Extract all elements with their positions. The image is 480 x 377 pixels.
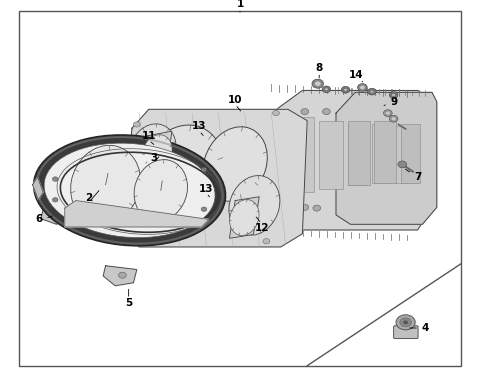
- Circle shape: [133, 122, 140, 127]
- Circle shape: [121, 227, 128, 233]
- Text: 10: 10: [228, 95, 242, 105]
- Bar: [348, 121, 370, 185]
- Circle shape: [201, 167, 207, 172]
- Bar: [348, 124, 367, 185]
- Ellipse shape: [140, 125, 223, 222]
- Circle shape: [324, 88, 328, 91]
- Bar: [286, 117, 314, 192]
- Circle shape: [315, 81, 321, 86]
- Ellipse shape: [34, 135, 226, 246]
- Text: 13: 13: [199, 184, 214, 193]
- Text: 5: 5: [125, 299, 132, 308]
- Circle shape: [392, 117, 396, 120]
- Text: 6: 6: [36, 214, 43, 224]
- Circle shape: [323, 109, 330, 115]
- Text: 2: 2: [85, 193, 93, 203]
- Text: 13: 13: [192, 121, 206, 131]
- Ellipse shape: [71, 146, 141, 224]
- Bar: [401, 124, 420, 183]
- Polygon shape: [122, 109, 307, 247]
- Circle shape: [398, 161, 407, 168]
- Circle shape: [119, 272, 126, 278]
- Circle shape: [392, 93, 396, 97]
- Circle shape: [386, 112, 390, 115]
- Bar: [394, 126, 413, 183]
- Polygon shape: [103, 266, 137, 286]
- Circle shape: [52, 177, 58, 181]
- Polygon shape: [336, 92, 437, 224]
- Circle shape: [396, 315, 415, 330]
- Circle shape: [301, 109, 309, 115]
- Polygon shape: [269, 90, 430, 230]
- Circle shape: [384, 110, 392, 116]
- Text: 1: 1: [236, 0, 244, 9]
- Circle shape: [400, 318, 411, 327]
- Circle shape: [312, 79, 324, 88]
- Circle shape: [301, 204, 309, 210]
- Circle shape: [263, 239, 270, 244]
- Circle shape: [52, 198, 58, 202]
- Circle shape: [370, 90, 374, 93]
- Text: 7: 7: [414, 172, 421, 182]
- Ellipse shape: [229, 176, 280, 235]
- Polygon shape: [143, 131, 172, 172]
- Circle shape: [284, 110, 292, 116]
- Polygon shape: [229, 197, 259, 238]
- Text: 14: 14: [349, 70, 363, 80]
- Ellipse shape: [229, 199, 259, 236]
- Text: 9: 9: [390, 97, 397, 107]
- Circle shape: [284, 202, 292, 208]
- Ellipse shape: [143, 135, 172, 169]
- Circle shape: [360, 86, 365, 89]
- Circle shape: [341, 86, 350, 93]
- Bar: [372, 124, 391, 183]
- Circle shape: [358, 84, 367, 91]
- Text: 3: 3: [150, 153, 157, 163]
- Text: 4: 4: [421, 323, 429, 333]
- Ellipse shape: [44, 143, 215, 238]
- Ellipse shape: [134, 159, 188, 221]
- Circle shape: [344, 88, 348, 91]
- Text: 8: 8: [315, 63, 323, 73]
- Text: 11: 11: [142, 131, 156, 141]
- FancyBboxPatch shape: [394, 326, 418, 339]
- Circle shape: [389, 92, 398, 98]
- Text: 12: 12: [254, 223, 269, 233]
- Circle shape: [201, 207, 207, 211]
- Circle shape: [322, 86, 331, 93]
- Circle shape: [368, 88, 376, 95]
- Polygon shape: [41, 209, 62, 224]
- Bar: [374, 121, 396, 183]
- Ellipse shape: [129, 124, 176, 178]
- Circle shape: [273, 110, 279, 116]
- Circle shape: [313, 205, 321, 211]
- Polygon shape: [33, 177, 43, 200]
- Bar: [319, 121, 343, 188]
- Circle shape: [403, 320, 408, 324]
- Ellipse shape: [203, 127, 267, 201]
- Polygon shape: [65, 201, 209, 227]
- Circle shape: [389, 115, 398, 122]
